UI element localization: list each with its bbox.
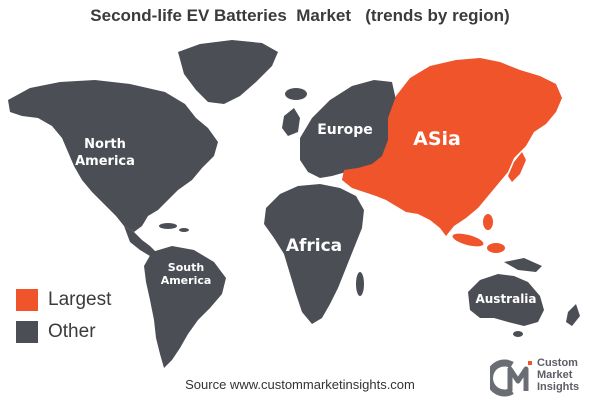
legend-swatch-other <box>16 321 38 343</box>
map-legend: Largest Other <box>16 284 111 348</box>
madagascar-region <box>356 272 364 296</box>
north-america-region <box>8 80 218 232</box>
map-title: Second-life EV Batteries Market (trends … <box>90 6 510 25</box>
logo-line-insights: Insights <box>537 381 580 393</box>
tasmania-region <box>513 331 523 337</box>
southeast-asia-island <box>487 243 505 253</box>
british-isles-region <box>282 108 300 136</box>
southeast-asia-island <box>483 214 493 230</box>
legend-item-other: Other <box>16 316 111 348</box>
iceland-region <box>285 88 307 100</box>
new-guinea-region <box>504 258 542 272</box>
legend-item-largest: Largest <box>16 284 111 316</box>
asia-label: ASia <box>413 128 461 150</box>
japan-region <box>508 152 526 182</box>
australia-label: Australia <box>475 292 536 306</box>
caribbean-island <box>179 228 189 232</box>
new-zealand-region <box>566 304 580 326</box>
europe-region <box>300 80 396 178</box>
logo-line-market: Market <box>537 369 573 381</box>
legend-swatch-largest <box>16 289 38 311</box>
logo-wordmark: Custom Market Insights <box>537 357 579 393</box>
south-america-region <box>144 246 226 368</box>
australia-region <box>468 274 544 326</box>
world-map: North America Europe ASia Africa South A… <box>8 40 580 368</box>
greenland-region <box>178 40 278 104</box>
caribbean-island <box>159 223 177 229</box>
north-america-label-line1: North <box>84 137 126 152</box>
central-america-region <box>124 226 156 256</box>
africa-label: Africa <box>286 236 342 256</box>
cmi-logo-icon <box>490 359 532 397</box>
south-america-label-line2: America <box>161 274 212 287</box>
source-caption: Source www.custommarketinsights.com <box>185 377 415 392</box>
logo-line-custom: Custom <box>537 357 578 369</box>
company-logo: Custom Market Insights <box>490 355 600 399</box>
legend-label-largest: Largest <box>48 289 112 310</box>
north-america-label-line2: America <box>75 154 135 169</box>
europe-label: Europe <box>317 122 373 138</box>
southeast-asia-island <box>452 233 484 247</box>
south-america-label-line1: South <box>168 261 204 274</box>
asia-region <box>342 58 562 236</box>
africa-region <box>264 184 364 324</box>
legend-label-other: Other <box>48 321 96 342</box>
